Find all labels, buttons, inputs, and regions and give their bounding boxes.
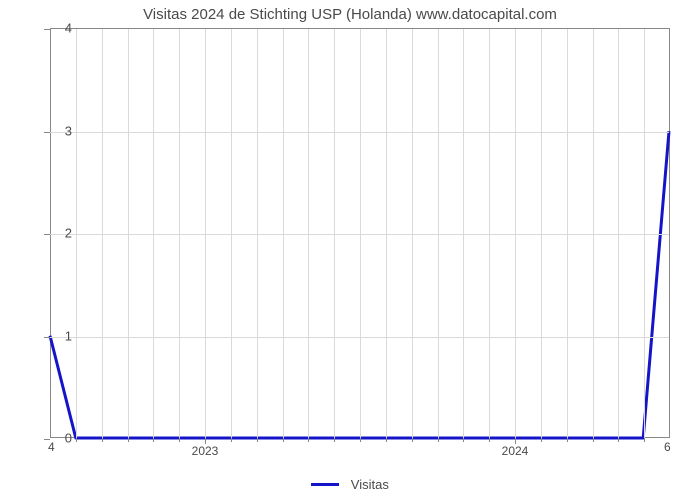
x-minor-tick-mark xyxy=(76,438,77,442)
chart-container: Visitas 2024 de Stichting USP (Holanda) … xyxy=(0,0,700,500)
x-gridline xyxy=(541,29,542,438)
x-minor-tick-mark xyxy=(360,438,361,442)
x-gridline xyxy=(360,29,361,438)
x-edge-right-label: 6 xyxy=(664,440,671,454)
x-minor-tick-mark xyxy=(102,438,103,442)
x-gridline xyxy=(283,29,284,438)
x-minor-tick-mark xyxy=(257,438,258,442)
x-minor-tick-mark xyxy=(618,438,619,442)
x-minor-tick-mark xyxy=(593,438,594,442)
x-gridline xyxy=(128,29,129,438)
x-minor-tick-mark xyxy=(153,438,154,442)
x-major-tick-label: 2024 xyxy=(502,444,529,458)
x-gridline xyxy=(438,29,439,438)
x-gridline xyxy=(257,29,258,438)
x-minor-tick-mark xyxy=(567,438,568,442)
y-tick-label: 1 xyxy=(32,328,72,343)
y-tick-label: 4 xyxy=(32,21,72,36)
plot-area xyxy=(50,28,670,438)
x-gridline xyxy=(412,29,413,438)
x-gridline xyxy=(153,29,154,438)
x-minor-tick-mark xyxy=(283,438,284,442)
legend-label: Visitas xyxy=(351,477,389,492)
x-major-tick-label: 2023 xyxy=(192,444,219,458)
legend: Visitas xyxy=(0,476,700,492)
x-gridline xyxy=(644,29,645,438)
legend-swatch xyxy=(311,483,339,486)
x-gridline xyxy=(231,29,232,438)
x-gridline xyxy=(489,29,490,438)
x-minor-tick-mark xyxy=(308,438,309,442)
x-minor-tick-mark xyxy=(412,438,413,442)
y-tick-label: 3 xyxy=(32,123,72,138)
x-minor-tick-mark xyxy=(644,438,645,442)
x-gridline xyxy=(179,29,180,438)
x-gridline xyxy=(593,29,594,438)
x-minor-tick-mark xyxy=(463,438,464,442)
x-gridline xyxy=(386,29,387,438)
x-gridline xyxy=(76,29,77,438)
x-minor-tick-mark xyxy=(179,438,180,442)
x-gridline xyxy=(618,29,619,438)
x-minor-tick-mark xyxy=(231,438,232,442)
x-gridline xyxy=(205,29,206,438)
x-minor-tick-mark xyxy=(128,438,129,442)
y-tick-label: 0 xyxy=(32,431,72,446)
x-gridline xyxy=(515,29,516,438)
x-gridline xyxy=(334,29,335,438)
x-minor-tick-mark xyxy=(541,438,542,442)
x-minor-tick-mark xyxy=(438,438,439,442)
x-minor-tick-mark xyxy=(334,438,335,442)
x-gridline xyxy=(567,29,568,438)
x-gridline xyxy=(463,29,464,438)
x-minor-tick-mark xyxy=(489,438,490,442)
y-tick-label: 2 xyxy=(32,226,72,241)
x-gridline xyxy=(102,29,103,438)
chart-title: Visitas 2024 de Stichting USP (Holanda) … xyxy=(0,6,700,23)
x-gridline xyxy=(308,29,309,438)
x-minor-tick-mark xyxy=(386,438,387,442)
